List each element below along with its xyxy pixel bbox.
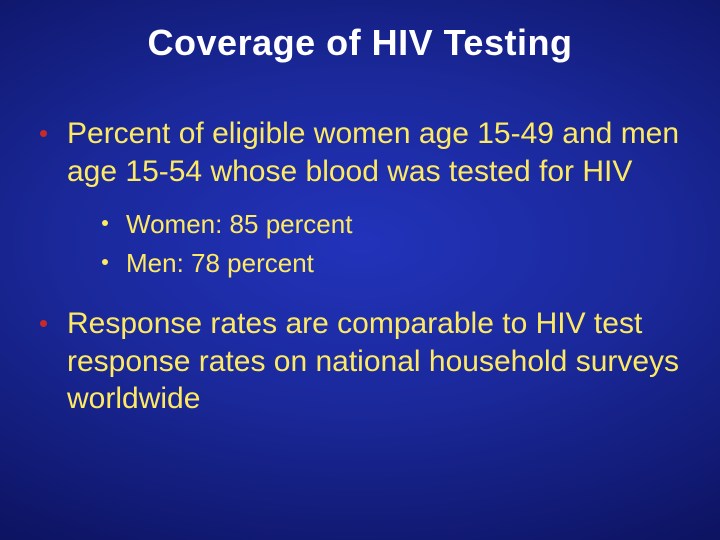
slide-title: Coverage of HIV Testing (0, 22, 720, 64)
sub-bullet-item: Women: 85 percent (102, 208, 680, 241)
bullet-dot-icon (102, 259, 108, 265)
bullet-item: Percent of eligible women age 15-49 and … (40, 115, 680, 190)
bullet-dot-icon (40, 130, 47, 137)
bullet-item: Response rates are comparable to HIV tes… (40, 305, 680, 418)
bullet-dot-icon (40, 320, 47, 327)
sub-bullet-item: Men: 78 percent (102, 247, 680, 280)
bullet-text: Percent of eligible women age 15-49 and … (67, 115, 680, 190)
sub-bullet-text: Women: 85 percent (126, 208, 352, 241)
bullet-dot-icon (102, 220, 108, 226)
sub-bullet-text: Men: 78 percent (126, 247, 314, 280)
sub-bullet-group: Women: 85 percent Men: 78 percent (102, 208, 680, 279)
slide-body: Percent of eligible women age 15-49 and … (40, 115, 680, 436)
bullet-text: Response rates are comparable to HIV tes… (67, 305, 680, 418)
slide: Coverage of HIV Testing Percent of eligi… (0, 0, 720, 540)
